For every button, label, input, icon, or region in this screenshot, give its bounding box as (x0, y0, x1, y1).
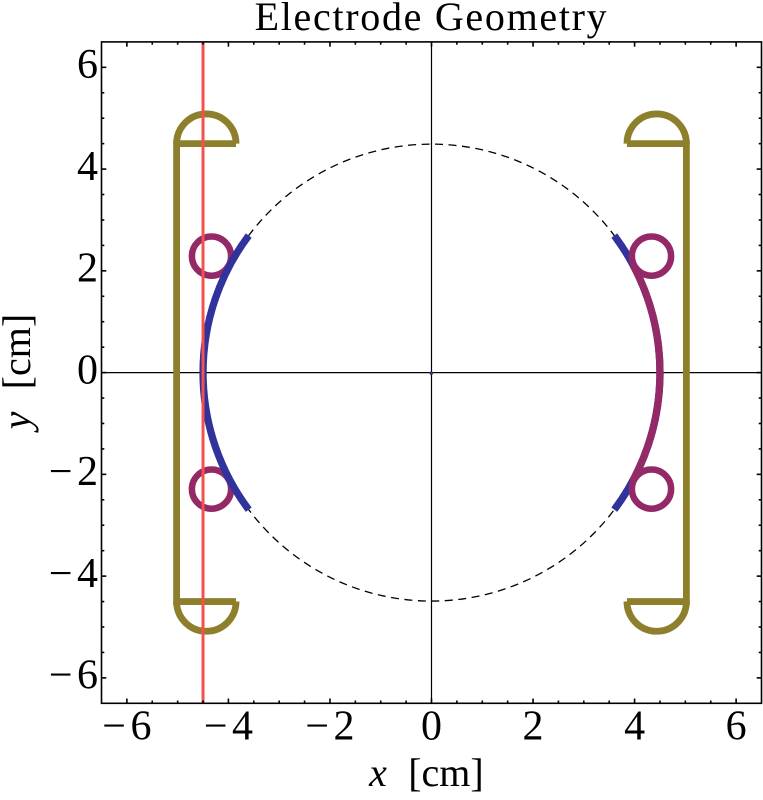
svg-text:4: 4 (624, 704, 645, 750)
svg-text:y: y (0, 411, 39, 433)
svg-text:4: 4 (77, 144, 98, 190)
svg-text:Electrode Geometry: Electrode Geometry (255, 0, 609, 39)
svg-text:2: 2 (77, 246, 98, 292)
svg-text:x: x (368, 750, 387, 795)
svg-text:0: 0 (421, 704, 442, 750)
svg-text:2: 2 (523, 704, 544, 750)
svg-text:6: 6 (77, 42, 98, 88)
svg-text:0: 0 (77, 347, 98, 393)
svg-text:[cm]: [cm] (0, 314, 39, 390)
svg-text:[cm]: [cm] (408, 750, 484, 795)
svg-text:6: 6 (726, 704, 747, 750)
svg-text:−2: −2 (49, 449, 98, 495)
